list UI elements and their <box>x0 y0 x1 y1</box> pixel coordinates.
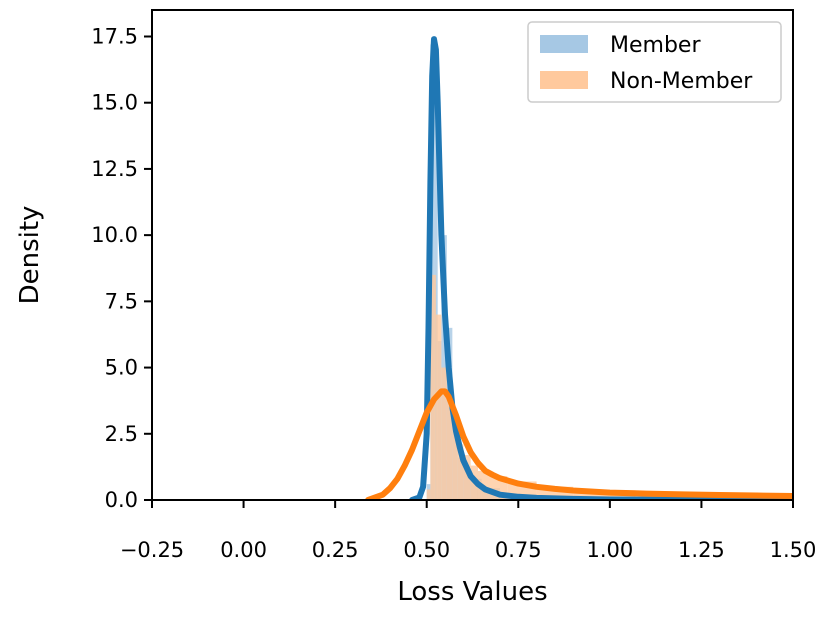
x-tick-label: 0.75 <box>495 538 542 562</box>
x-axis: −0.25 0.00 0.25 0.50 0.75 1.00 1.25 1.50 <box>120 500 817 562</box>
y-tick-label: 12.5 <box>91 157 138 181</box>
x-axis-label: Loss Values <box>397 577 547 607</box>
hist-bar-non-member-6 <box>457 444 464 500</box>
y-tick-label: 0.0 <box>105 488 138 512</box>
legend: Member Non-Member <box>527 21 782 103</box>
y-tick-label: 7.5 <box>105 289 138 313</box>
kde-line-member <box>409 36 793 500</box>
y-tick-label: 5.0 <box>105 356 138 380</box>
legend-box <box>527 21 782 103</box>
histogram-layer <box>426 44 793 500</box>
x-tick-label: 0.50 <box>403 538 450 562</box>
hist-bar-non-member-5 <box>452 425 458 500</box>
y-tick-label: 2.5 <box>105 422 138 446</box>
y-tick-label: 17.5 <box>91 24 138 48</box>
legend-swatch-member <box>540 35 588 53</box>
kde-line-non-member <box>365 388 793 500</box>
legend-swatch-non-member <box>540 71 588 89</box>
plot-frame <box>151 9 794 501</box>
x-tick-label: 0.25 <box>312 538 359 562</box>
hist-bar-non-member-1 <box>430 274 436 500</box>
hist-bar-non-member-0 <box>426 489 431 500</box>
hist-bar-non-member-4 <box>446 399 453 500</box>
x-tick-label: 1.00 <box>586 538 633 562</box>
x-tick-label: 0.00 <box>220 538 267 562</box>
y-tick-label: 10.0 <box>91 223 138 247</box>
hist-bar-non-member-2 <box>435 314 442 500</box>
legend-label-non-member: Non-Member <box>610 69 753 94</box>
y-tick-label: 15.0 <box>91 91 138 115</box>
hist-bar-non-member-3 <box>441 367 447 500</box>
kde-layer <box>365 36 793 500</box>
hist-bar-non-member-13 <box>573 490 610 500</box>
x-tick-label: 1.50 <box>770 538 817 562</box>
y-axis-label: Density <box>15 206 45 305</box>
x-tick-label: −0.25 <box>120 538 184 562</box>
y-axis: 0.0 2.5 5.0 7.5 10.0 12.5 15.0 17.5 <box>91 24 152 512</box>
x-tick-label: 1.25 <box>678 538 725 562</box>
hist-bar-member-2 <box>434 89 438 500</box>
hist-bar-non-member-7 <box>463 454 471 500</box>
legend-label-member: Member <box>610 33 701 58</box>
